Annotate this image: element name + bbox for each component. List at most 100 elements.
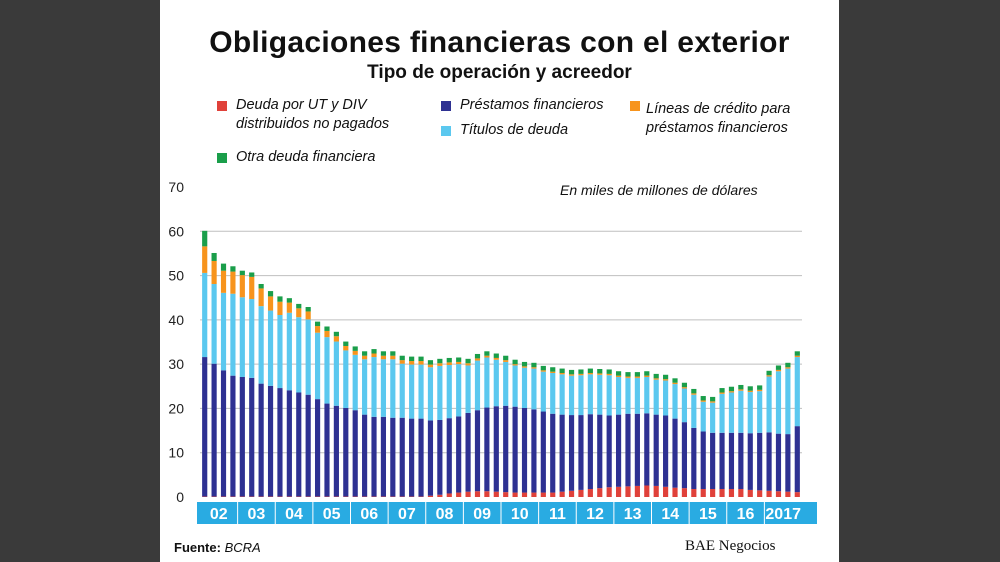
bar-otra-48 [653,373,659,379]
legend-deuda-ut: Deuda por UT y DIV distribuidos no pagad… [236,97,390,132]
bar-otra-21 [399,355,405,361]
bar-lineas-20 [390,355,396,360]
bar-prestamos-28 [465,412,471,492]
bar-otra-29 [474,353,481,359]
bar-lineas-22 [409,361,415,365]
bar-titulos-41 [587,374,593,415]
bar-titulos-11 [305,319,311,395]
source-label: Fuente: [174,540,221,555]
bar-prestamos-24 [427,420,434,496]
bar-prestamos-42 [597,414,603,489]
bar-otra-17 [362,351,368,356]
bar-prestamos-32 [503,405,509,493]
bar-titulos-13 [324,337,330,404]
bar-lineas-12 [314,326,321,333]
bar-lineas-2 [220,270,227,293]
bar-otra-10 [296,303,302,309]
bar-otra-41 [587,368,593,373]
bar-prestamos-63 [794,426,800,493]
bar-deuda_ut-37 [550,492,556,497]
brand-label: BAE Negocios [685,538,776,554]
bar-otra-47 [644,371,650,376]
bar-deuda_ut-61 [775,491,782,497]
legend-swatch-prestamos [441,101,451,111]
bar-titulos-37 [550,373,556,414]
bar-prestamos-43 [606,415,612,488]
bar-otra-15 [343,341,349,346]
x-tick-label-03: 03 [248,506,266,523]
bar-titulos-0 [202,272,208,358]
bar-lineas-15 [343,345,349,351]
bar-prestamos-14 [333,405,339,497]
bar-deuda_ut-46 [634,485,640,497]
bar-prestamos-36 [540,411,546,493]
chart-subtitle: Tipo de operación y acreedor [367,62,632,83]
bar-deuda_ut-54 [710,489,716,497]
bar-lineas-18 [371,353,377,358]
bar-titulos-4 [239,297,245,377]
bar-deuda_ut-50 [672,487,678,497]
x-tick-label-05: 05 [323,506,341,523]
bar-lineas-28 [465,363,471,366]
bar-otra-7 [267,291,274,297]
bar-otra-28 [465,358,471,364]
bar-titulos-63 [794,357,800,427]
bar-lineas-32 [503,360,509,362]
bar-titulos-21 [399,363,405,418]
bar-lineas-19 [380,355,387,360]
bar-deuda_ut-60 [766,490,772,497]
bar-lineas-45 [625,376,631,378]
bar-lineas-33 [512,364,518,366]
legend-swatch-otra [217,153,227,163]
bar-titulos-45 [625,377,631,414]
bar-lineas-9 [286,302,292,313]
bar-lineas-41 [587,373,593,375]
y-tick-label-30: 30 [168,356,184,372]
bar-lineas-7 [267,296,274,311]
x-tick-label-2017: 2017 [765,506,801,523]
bar-deuda_ut-42 [597,488,603,497]
bar-deuda_ut-32 [503,492,509,497]
bar-prestamos-11 [305,394,311,497]
bar-lineas-52 [691,393,697,395]
bar-lineas-46 [634,376,640,378]
bar-deuda_ut-27 [456,492,462,497]
bar-lineas-42 [597,373,603,375]
bar-otra-63 [794,351,800,356]
bar-lineas-38 [559,373,565,375]
bar-prestamos-59 [757,432,763,491]
bar-prestamos-44 [615,414,622,487]
bar-titulos-17 [362,359,368,415]
bar-prestamos-5 [249,377,255,497]
bar-titulos-16 [352,354,358,411]
bar-titulos-32 [503,361,509,406]
bar-prestamos-56 [728,432,735,490]
bar-otra-13 [324,326,330,331]
bar-prestamos-54 [710,432,716,490]
bar-titulos-34 [521,367,528,408]
bar-lineas-58 [747,390,753,393]
bar-prestamos-47 [644,413,650,486]
bar-otra-62 [785,362,791,368]
bar-prestamos-3 [230,375,236,497]
bar-titulos-12 [314,332,321,400]
x-tick-label-04: 04 [285,506,303,523]
bar-prestamos-60 [766,432,772,491]
x-tick-label-14: 14 [661,506,679,523]
legend-otra: Otra deuda financiera [236,149,376,165]
bar-otra-37 [550,367,556,372]
bar-prestamos-15 [343,407,349,497]
bar-lineas-21 [399,360,405,364]
source-value: BCRA [224,540,261,555]
bar-prestamos-26 [446,418,452,494]
bar-otra-52 [691,388,697,394]
bar-lineas-10 [296,308,302,318]
x-tick-label-11: 11 [549,506,566,523]
y-tick-label-0: 0 [176,489,184,505]
bar-prestamos-2 [220,370,227,497]
bar-otra-61 [775,365,782,370]
bar-prestamos-53 [700,431,706,490]
bar-prestamos-23 [418,418,424,497]
bar-prestamos-18 [371,416,377,497]
bar-deuda_ut-28 [465,491,471,497]
